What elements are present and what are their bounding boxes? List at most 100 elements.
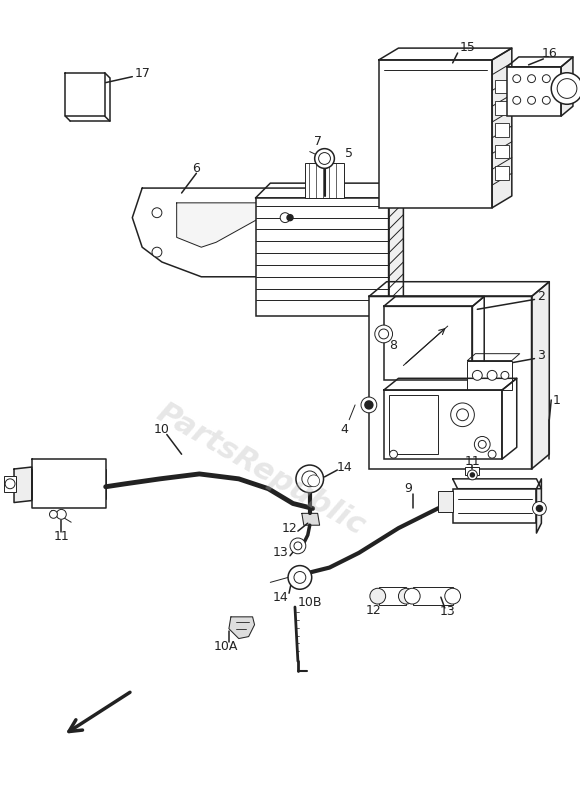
Bar [453,489,537,523]
Circle shape [537,506,543,511]
Bar [495,102,509,115]
Circle shape [478,441,486,448]
Polygon shape [561,57,573,116]
Circle shape [472,370,482,380]
Circle shape [527,96,536,104]
Circle shape [557,78,577,98]
Text: 10: 10 [154,423,170,436]
Polygon shape [453,479,541,489]
Polygon shape [302,514,319,525]
Text: 12: 12 [366,605,382,618]
Polygon shape [369,282,550,297]
Polygon shape [384,378,517,390]
Bar [495,166,509,180]
Bar [384,306,472,380]
Text: 13: 13 [272,546,288,559]
Circle shape [57,510,66,519]
Polygon shape [537,479,541,533]
Text: 17: 17 [134,67,150,80]
Circle shape [365,401,373,409]
Bar [4,476,16,492]
Polygon shape [492,48,512,208]
Circle shape [390,450,398,458]
Text: 10A: 10A [214,640,238,653]
Text: 11: 11 [54,530,69,542]
Text: 7: 7 [314,135,322,148]
Circle shape [501,371,509,379]
Polygon shape [379,48,512,60]
Text: 15: 15 [460,41,475,54]
Bar [507,67,561,116]
Circle shape [451,403,474,426]
Circle shape [50,510,57,518]
Polygon shape [507,57,573,67]
Circle shape [5,479,15,489]
Circle shape [280,213,290,222]
Circle shape [294,571,306,583]
Circle shape [457,409,468,421]
Bar [388,395,438,454]
Bar [495,123,509,137]
Text: 12: 12 [282,522,298,534]
Text: 14: 14 [336,461,352,474]
Circle shape [551,73,583,104]
Circle shape [404,588,420,604]
Circle shape [288,566,312,590]
Bar [413,587,453,605]
Circle shape [543,96,550,104]
Bar [379,60,492,208]
Circle shape [487,370,497,380]
Bar [379,587,406,605]
Polygon shape [32,459,106,509]
Text: 1: 1 [552,394,560,406]
Polygon shape [229,617,255,638]
Circle shape [370,588,385,604]
Text: 3: 3 [537,349,545,362]
Circle shape [474,437,490,452]
Circle shape [302,471,318,486]
Circle shape [294,542,302,550]
Bar [465,467,479,475]
Circle shape [296,465,324,493]
Bar [467,361,512,390]
Bar [256,198,388,316]
Polygon shape [177,203,260,247]
Text: 11: 11 [464,454,480,468]
Bar [369,297,531,469]
Circle shape [319,153,331,165]
Text: 6: 6 [193,162,200,175]
Polygon shape [65,73,105,116]
Polygon shape [388,183,404,316]
Text: 16: 16 [541,46,557,59]
Text: 10B: 10B [297,595,322,609]
Polygon shape [256,183,404,198]
Polygon shape [502,378,517,459]
Bar [384,390,502,459]
Polygon shape [133,188,349,277]
Text: PartsRepublic: PartsRepublic [151,398,370,541]
Circle shape [513,74,521,82]
Circle shape [290,538,306,554]
Circle shape [375,325,392,343]
Circle shape [533,502,546,515]
Circle shape [467,470,477,480]
Text: 9: 9 [404,482,412,495]
Text: 4: 4 [340,423,348,436]
Text: 5: 5 [345,147,353,160]
Polygon shape [531,282,550,469]
Polygon shape [14,467,32,502]
Circle shape [315,149,335,168]
Bar [305,163,344,198]
Circle shape [398,588,414,604]
Text: 14: 14 [272,590,288,604]
Circle shape [287,214,293,221]
Text: 13: 13 [440,606,456,618]
Circle shape [361,397,377,413]
Circle shape [527,74,536,82]
Circle shape [308,475,319,486]
Circle shape [152,247,162,257]
Circle shape [471,473,474,477]
Circle shape [152,208,162,218]
Circle shape [543,74,550,82]
Text: 2: 2 [537,290,545,303]
